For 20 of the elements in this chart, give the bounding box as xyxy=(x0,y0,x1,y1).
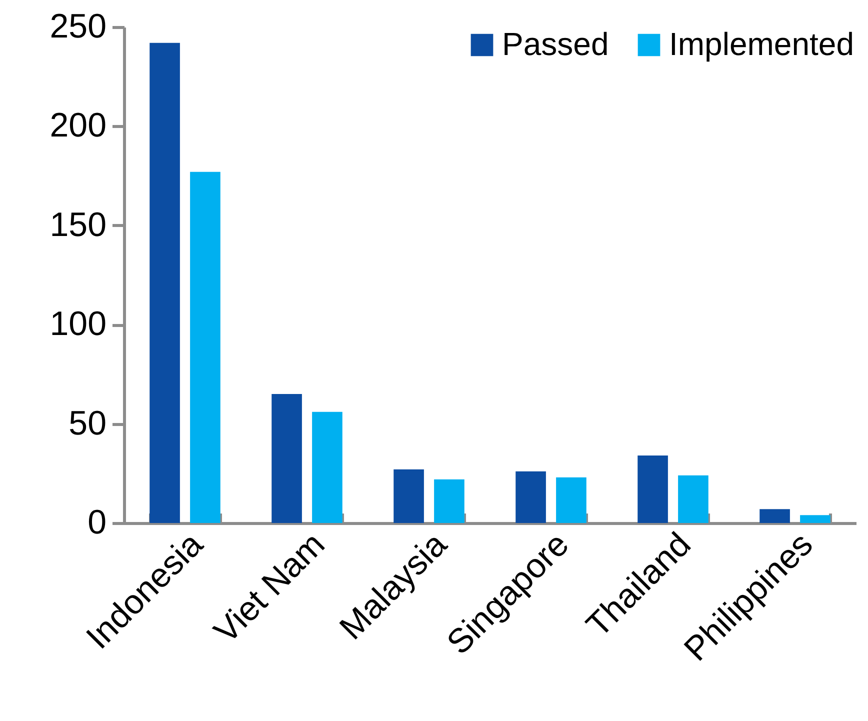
legend-label: Passed xyxy=(502,26,609,62)
y-tick-label: 100 xyxy=(50,305,106,344)
bar xyxy=(150,42,180,523)
y-tick-label: 150 xyxy=(50,206,106,244)
bar xyxy=(190,172,220,523)
y-tick-label: 0 xyxy=(88,504,106,542)
bar xyxy=(394,469,424,523)
bar xyxy=(800,515,830,523)
bar xyxy=(638,456,668,523)
bar xyxy=(678,475,708,523)
bar xyxy=(556,477,586,523)
y-tick-label: 50 xyxy=(68,404,106,442)
y-tick-label: 250 xyxy=(50,8,106,46)
bar xyxy=(312,412,342,523)
y-tick-label: 200 xyxy=(50,106,106,145)
bar xyxy=(434,479,464,523)
bar xyxy=(516,471,546,523)
legend-label: Implemented xyxy=(669,26,854,62)
bar xyxy=(760,509,790,523)
bar xyxy=(272,394,302,523)
